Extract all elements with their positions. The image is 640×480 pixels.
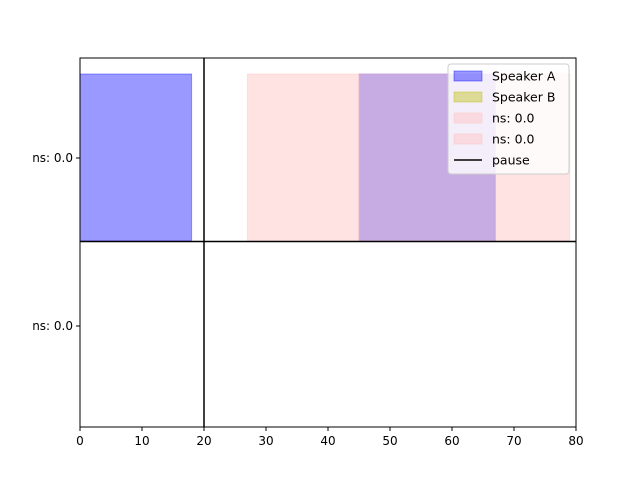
x-tick-label: 60 bbox=[444, 434, 459, 448]
legend-label: pause bbox=[492, 153, 530, 168]
legend-box bbox=[447, 63, 570, 175]
x-tick-label: 40 bbox=[320, 434, 335, 448]
x-tick-label: 50 bbox=[382, 434, 397, 448]
y-axis: ns: 0.0 ns: 0.0 bbox=[32, 151, 80, 333]
x-tick-label: 30 bbox=[258, 434, 273, 448]
x-tick-label: 80 bbox=[568, 434, 583, 448]
y-tick-label: ns: 0.0 bbox=[32, 151, 73, 165]
bar-series-2-segment-0 bbox=[246, 73, 360, 242]
legend-label: Speaker A bbox=[492, 69, 556, 84]
x-tick-label: 70 bbox=[506, 434, 521, 448]
legend: Speaker A Speaker B ns: 0.0 ns: 0.0 pause bbox=[447, 63, 570, 175]
legend-swatch bbox=[453, 70, 483, 82]
legend-label: ns: 0.0 bbox=[492, 132, 535, 147]
legend-swatch bbox=[453, 133, 483, 145]
legend-swatch bbox=[453, 91, 483, 103]
bar-series-0-segment-0 bbox=[79, 73, 193, 242]
x-tick-label: 20 bbox=[196, 434, 211, 448]
x-tick-label: 0 bbox=[76, 434, 84, 448]
x-axis: 0 10 20 30 40 50 60 70 80 bbox=[76, 427, 584, 448]
legend-label: ns: 0.0 bbox=[492, 111, 535, 126]
lines-layer bbox=[80, 58, 576, 427]
legend-label: Speaker B bbox=[492, 90, 555, 105]
y-tick-label: ns: 0.0 bbox=[32, 319, 73, 333]
legend-swatch bbox=[453, 112, 483, 124]
x-tick-label: 10 bbox=[134, 434, 149, 448]
